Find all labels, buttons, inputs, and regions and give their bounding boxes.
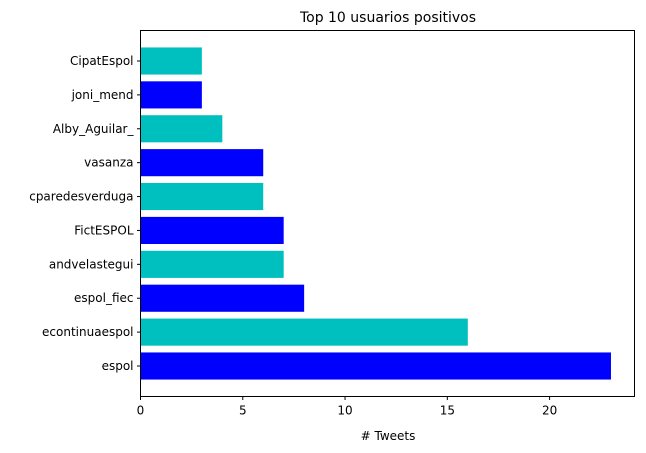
bar-espol_fiec	[140, 284, 305, 312]
bar-econtinuaespol	[140, 318, 468, 346]
bar-espol	[140, 352, 611, 380]
bar-joni_mend	[140, 81, 202, 109]
y-tick-label: espol_fiec	[74, 291, 133, 305]
bar-vasanza	[140, 149, 264, 177]
y-tick-label: econtinuaespol	[42, 325, 133, 339]
bar-Alby_Aguilar_	[140, 115, 223, 143]
y-tick-label: FictESPOL	[74, 223, 134, 237]
bar-andvelastegui	[140, 250, 284, 278]
y-tick-label: Alby_Aguilar_	[53, 122, 135, 136]
y-tick-label: espol	[102, 359, 134, 373]
x-axis-label: # Tweets	[361, 429, 416, 443]
bar-FictESPOL	[140, 216, 284, 244]
y-tick-label: vasanza	[84, 156, 133, 170]
x-tick-label: 20	[542, 404, 557, 418]
bar-cparedesverduga	[140, 183, 264, 211]
y-tick-label: joni_mend	[71, 88, 134, 102]
y-tick-label: cparedesverduga	[29, 190, 133, 204]
y-axis-ticks: espol econtinuaespol espol_fiec andvelasteg…	[29, 54, 141, 373]
x-tick-label: 0	[137, 404, 145, 418]
y-tick-label: andvelastegui	[49, 257, 134, 271]
bars-group	[140, 47, 611, 380]
chart-title: Top 10 usuarios positivos	[299, 10, 476, 26]
x-tick-label: 5	[239, 404, 247, 418]
y-tick-label: CipatEspol	[70, 54, 134, 68]
x-tick-label: 10	[337, 404, 352, 418]
x-axis-ticks: 0 5 10 15 20	[137, 396, 557, 418]
x-tick-label: 15	[440, 404, 455, 418]
plot-frame	[140, 30, 635, 397]
bar-CipatEspol	[140, 47, 202, 75]
